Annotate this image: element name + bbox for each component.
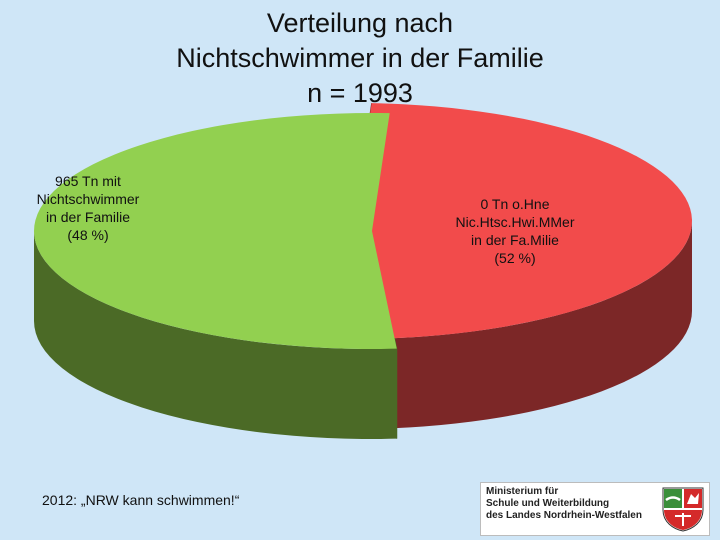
ministry-line: Ministerium für xyxy=(486,486,559,497)
slice-label-without-nonswimmer: 0 Tn o.Hne Nic.Htsc.Hwi.MMer in der Fa.M… xyxy=(440,195,590,267)
slice-label-line: in der Fa.Milie xyxy=(471,232,559,248)
title-line-3: n = 1993 xyxy=(307,78,413,108)
footer-caption: 2012: „NRW kann schwimmen!“ xyxy=(42,492,240,508)
ministry-line: Schule und Weiterbildung xyxy=(486,498,610,509)
slice-with-nonswimmer xyxy=(354,103,693,339)
slice-without-nonswimmer-side xyxy=(34,231,397,439)
slice-label-line: in der Familie xyxy=(45,209,131,225)
title-line-1: Verteilung nach xyxy=(266,8,454,38)
chart-title: Verteilung nach Nichtschwimmer in der Fa… xyxy=(0,6,720,111)
slice-label-line: (52 %) xyxy=(494,250,536,266)
pie-tops xyxy=(34,103,693,349)
slice-label-line: Nic.Htsc.Hwi.MMer xyxy=(455,214,575,230)
slice-without-nonswimmer xyxy=(34,112,397,349)
nrw-coat-of-arms-icon xyxy=(662,487,704,532)
ministry-logo: Ministerium für Schule und Weiterbildung… xyxy=(480,482,710,536)
slice-label-line: 0 Tn o.Hne xyxy=(480,196,550,212)
slice-label-line: (48 %) xyxy=(67,227,109,243)
slice-label-line: Nichtschwimmer xyxy=(36,191,140,207)
slice-label-line: 965 Tn mit xyxy=(55,173,121,189)
slice-with-nonswimmer-side xyxy=(378,221,692,429)
title-line-2: Nichtschwimmer in der Familie xyxy=(176,43,544,73)
ministry-line: des Landes Nordrhein-Westfalen xyxy=(486,510,642,521)
slice-label-with-nonswimmer: 965 Tn mit Nichtschwimmer in der Familie… xyxy=(14,172,162,244)
ministry-name: Ministerium für Schule und Weiterbildung… xyxy=(486,486,642,522)
